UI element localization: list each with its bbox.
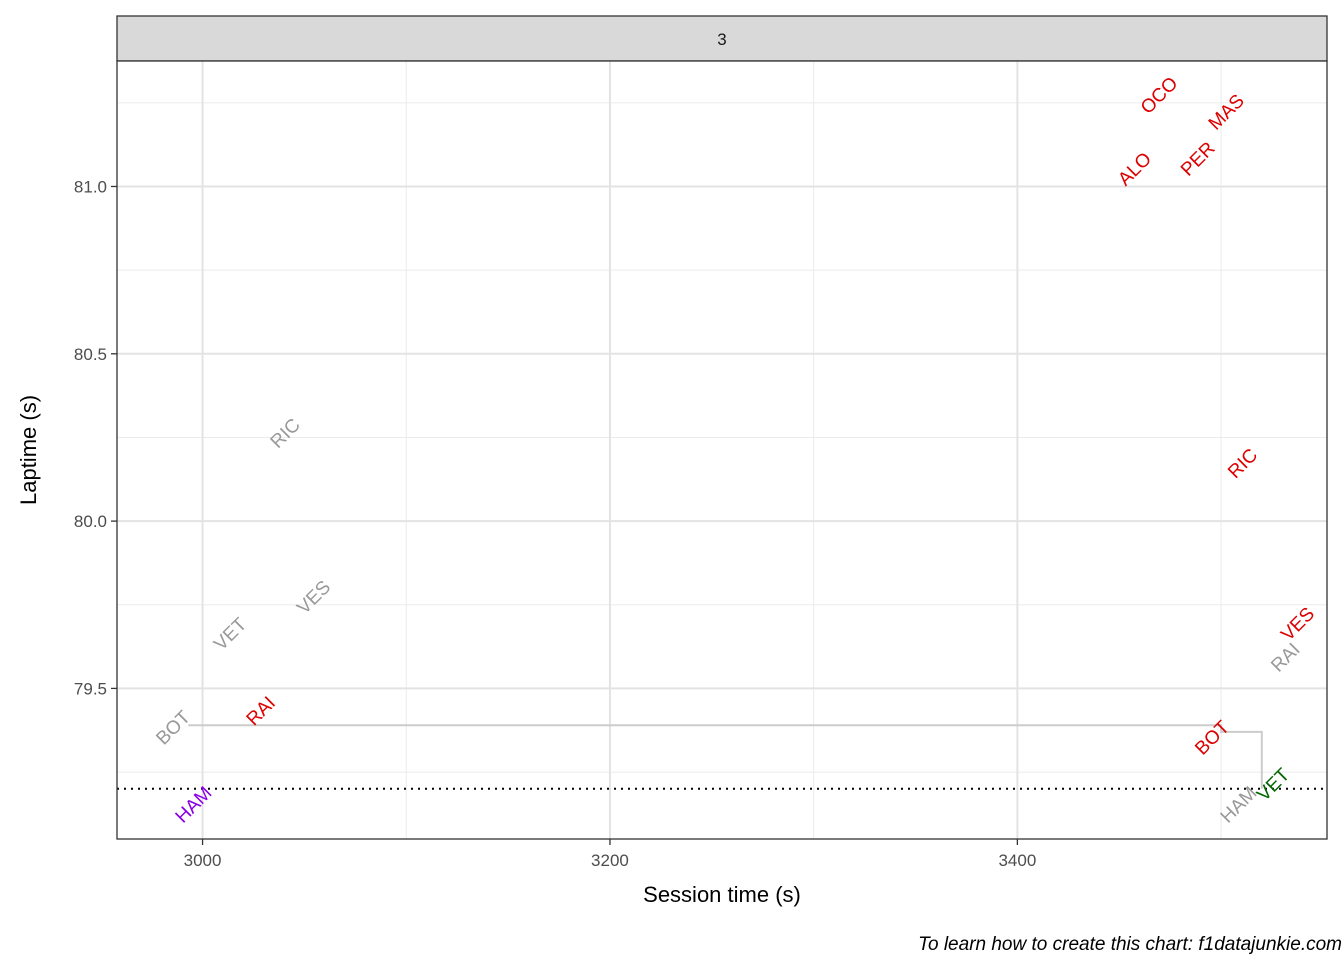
facet-label: 3 — [717, 30, 726, 49]
step-line — [188, 724, 1263, 789]
y-tick-label: 81.0 — [74, 177, 107, 196]
y-axis-title: Laptime (s) — [16, 395, 41, 505]
minor-gridlines — [117, 61, 1327, 839]
facet-strip — [116, 15, 1328, 62]
x-tick-label: 3000 — [184, 851, 222, 870]
x-axis: 3000 3200 3400 — [184, 839, 1036, 870]
y-tick-label: 80.0 — [74, 512, 107, 531]
x-axis-title: Session time (s) — [643, 882, 801, 907]
y-tick-label: 80.5 — [74, 345, 107, 364]
y-tick-label: 79.5 — [74, 679, 107, 698]
major-gridlines — [117, 61, 1327, 839]
plot-panel-border — [116, 60, 1328, 840]
caption: To learn how to create this chart: f1dat… — [918, 934, 1342, 955]
step-path — [188, 724, 1263, 789]
plot-panel — [117, 61, 1327, 839]
y-axis: 79.5 80.0 80.5 81.0 — [74, 177, 117, 698]
x-tick-label: 3400 — [998, 851, 1036, 870]
x-tick-label: 3200 — [591, 851, 629, 870]
